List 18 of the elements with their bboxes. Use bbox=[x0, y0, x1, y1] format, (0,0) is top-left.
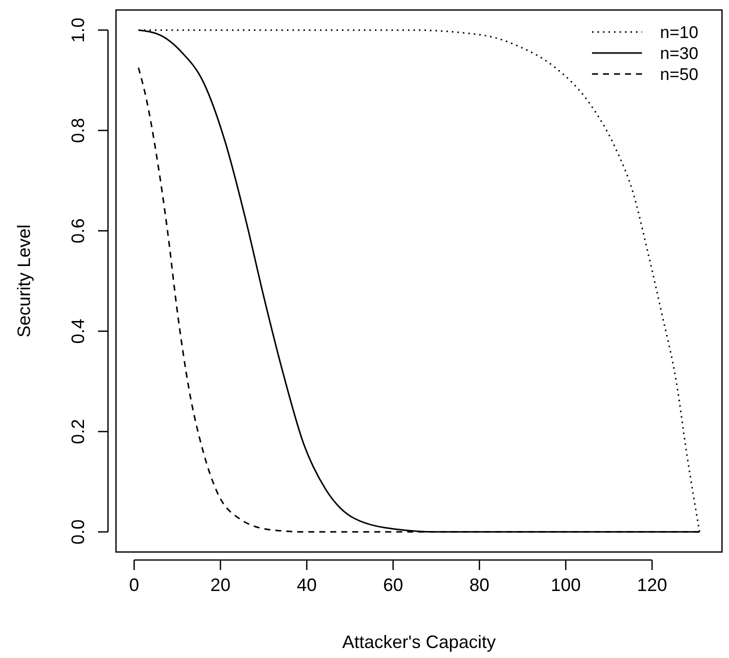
y-tick-label: 1.0 bbox=[68, 18, 88, 43]
y-axis-title: Security Level bbox=[14, 224, 34, 338]
legend-label: n=10 bbox=[660, 23, 698, 42]
x-tick-label: 120 bbox=[637, 574, 668, 595]
x-tick-label: 20 bbox=[210, 574, 230, 595]
x-tick-label: 60 bbox=[383, 574, 404, 595]
x-tick-label: 40 bbox=[296, 574, 317, 595]
x-tick-label: 80 bbox=[469, 574, 490, 595]
x-axis-title: Attacker's Capacity bbox=[342, 632, 496, 652]
legend-label: n=50 bbox=[660, 65, 698, 84]
x-tick-label: 0 bbox=[129, 574, 140, 595]
x-tick-label: 100 bbox=[550, 574, 581, 595]
y-tick-label: 0.4 bbox=[68, 318, 88, 344]
y-tick-label: 0.0 bbox=[68, 519, 88, 544]
y-tick-label: 0.2 bbox=[68, 419, 88, 444]
y-tick-label: 0.6 bbox=[68, 218, 88, 244]
y-tick-label: 0.8 bbox=[68, 118, 88, 143]
legend-label: n=30 bbox=[660, 44, 698, 63]
